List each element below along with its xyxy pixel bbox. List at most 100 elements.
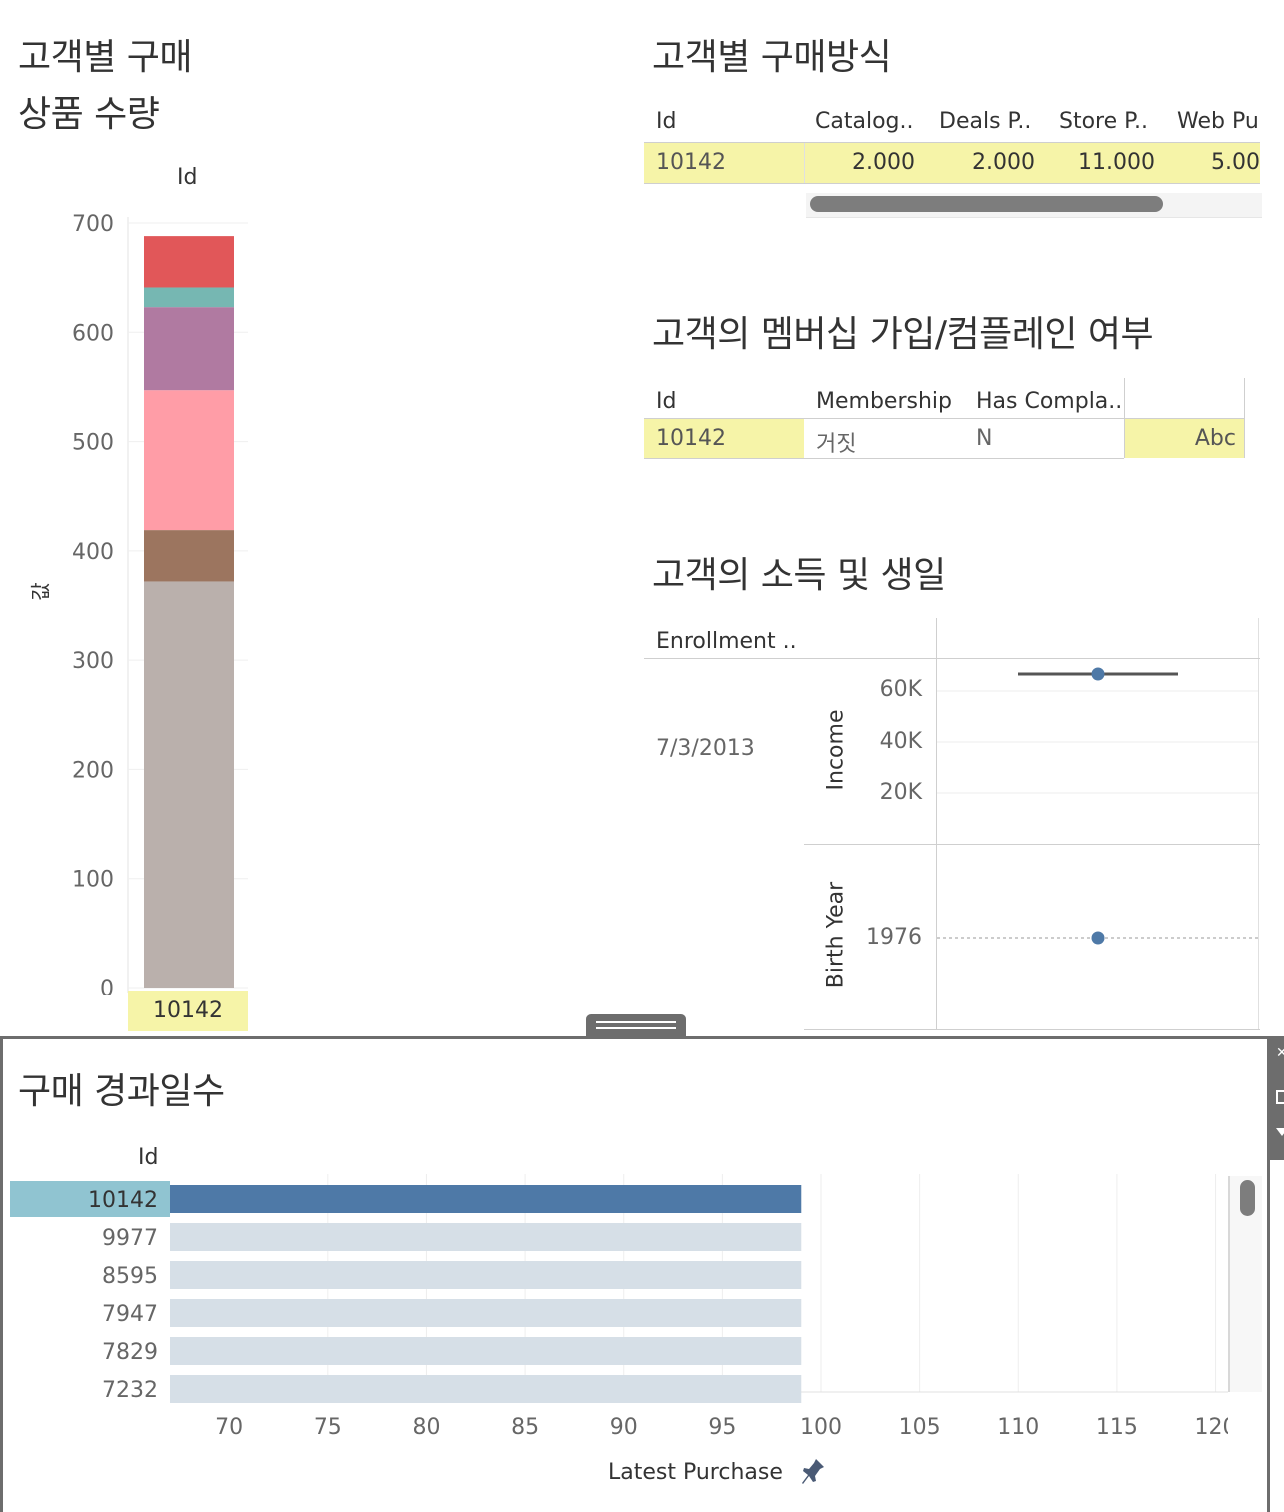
stacked-segment-4 — [144, 307, 234, 391]
mb-cell-complain: N — [976, 426, 993, 451]
elapsed-row-label-9977: 9977 — [102, 1226, 158, 1251]
elapsed-x-tick-100: 100 — [800, 1415, 842, 1440]
elapsed-row-label-8595: 8595 — [102, 1264, 158, 1289]
income-birth-title: 고객의 소득 및 생일 — [652, 555, 946, 596]
elapsed-axis-title: Latest Purchase — [608, 1460, 783, 1485]
pm-header-store: Store P.. — [1059, 109, 1148, 134]
elapsed-bar-10142 — [170, 1185, 802, 1213]
pm-header-deals: Deals P.. — [939, 109, 1032, 134]
ib-income-tick-60k: 60K — [879, 677, 922, 702]
dropdown-arrow-icon[interactable] — [1276, 1128, 1284, 1136]
membership-title: 고객의 멤버십 가입/컴플레인 여부 — [652, 314, 1154, 355]
mb-id-highlight[interactable] — [644, 419, 804, 458]
mb-header-id: Id — [656, 389, 677, 414]
elapsed-vertical-scrollbar[interactable] — [1240, 1180, 1255, 1216]
pm-bottom-divider — [644, 183, 1260, 184]
stacked-segment-1 — [144, 581, 234, 988]
pm-cell-id: 10142 — [656, 150, 726, 175]
ib-birth-year-label: Birth Year — [823, 881, 849, 989]
elapsed-row-label-7947: 7947 — [102, 1302, 158, 1327]
elapsed-bar-9977 — [170, 1223, 802, 1251]
stacked-y-tick-200: 200 — [72, 758, 114, 783]
elapsed-row-label-7829: 7829 — [102, 1340, 158, 1365]
pm-cell-catalog: 2.000 — [852, 150, 915, 175]
stacked-bar-chart: 0 100 200 300 400 500 600 700 — [72, 212, 248, 995]
ib-enrollment-date: 7/3/2013 — [656, 736, 755, 761]
mb-cell-membership: 거짓 — [816, 432, 857, 457]
stacked-y-tick-100: 100 — [72, 868, 114, 893]
elapsed-x-tick-75: 75 — [314, 1415, 342, 1440]
ib-income-label: Income — [823, 709, 849, 791]
resize-icon[interactable] — [1276, 1090, 1284, 1104]
stacked-segment-6 — [144, 236, 234, 288]
stacked-y-tick-500: 500 — [72, 431, 114, 456]
stacked-title-line2: 상품 수량 — [18, 94, 160, 135]
close-icon[interactable]: ✕ — [1276, 1045, 1284, 1061]
ib-birth-tick-1976: 1976 — [866, 925, 922, 950]
ib-vertical-divider — [936, 618, 937, 1030]
elapsed-x-tick-105: 105 — [899, 1415, 941, 1440]
mb-header-membership: Membership — [816, 389, 952, 414]
elapsed-row-highlight-10142 — [10, 1181, 170, 1217]
pm-header-catalog: Catalog.. — [815, 109, 914, 134]
ib-panel-divider — [804, 844, 1260, 845]
stacked-y-tick-300: 300 — [72, 649, 114, 674]
income-point[interactable] — [1091, 667, 1105, 681]
mb-bottom-divider — [644, 458, 1124, 459]
panel-resize-handle[interactable] — [586, 1014, 686, 1038]
stacked-segment-5 — [144, 287, 234, 308]
stacked-id-label[interactable]: 10142 — [128, 991, 248, 1031]
pin-icon[interactable] — [800, 1457, 826, 1487]
stacked-y-tick-700: 700 — [72, 212, 114, 237]
elapsed-bar-chart: 70 75 80 85 90 95 100 105 110 115 120 10142 9977 8595… — [10, 1174, 1228, 1440]
elapsed-x-tick-70: 70 — [215, 1415, 243, 1440]
mb-header-divider — [644, 418, 1244, 419]
purchase-method-title: 고객별 구매방식 — [652, 37, 892, 78]
handle-grip-line-1 — [596, 1021, 676, 1023]
pm-header-divider — [644, 142, 1260, 143]
elapsed-x-tick-85: 85 — [511, 1415, 539, 1440]
stacked-column-header: Id — [177, 165, 198, 190]
mb-header-complain: Has Compla.. — [976, 389, 1123, 414]
ib-header-divider — [644, 658, 1260, 659]
elapsed-bar-7829 — [170, 1337, 802, 1365]
ib-income-tick-20k: 20K — [879, 780, 922, 805]
mb-abc-highlight[interactable] — [1125, 419, 1244, 458]
ib-income-tick-40k: 40K — [879, 729, 922, 754]
stacked-y-tick-600: 600 — [72, 321, 114, 346]
pm-row-highlight[interactable] — [644, 143, 1260, 183]
elapsed-title: 구매 경과일수 — [18, 1071, 225, 1112]
stacked-title-line1: 고객별 구매 — [18, 37, 193, 78]
elapsed-x-tick-90: 90 — [610, 1415, 638, 1440]
elapsed-row-label-7232: 7232 — [102, 1378, 158, 1403]
elapsed-row-label-10142: 10142 — [88, 1188, 158, 1213]
stacked-segment-2 — [144, 530, 234, 582]
mb-cell-id: 10142 — [656, 426, 726, 451]
stacked-segment-3 — [144, 390, 234, 531]
pm-column-divider — [804, 143, 805, 183]
elapsed-bar-7947 — [170, 1299, 802, 1327]
elapsed-id-header: Id — [138, 1145, 159, 1170]
pm-cell-store: 11.000 — [1078, 150, 1155, 175]
elapsed-x-tick-120: 120 — [1195, 1415, 1228, 1440]
pm-header-web: Web Pu — [1177, 109, 1259, 134]
stacked-y-tick-0: 0 — [100, 977, 114, 995]
mb-divider-right — [1244, 378, 1245, 458]
pm-header-id: Id — [656, 109, 677, 134]
pm-horizontal-scrollbar[interactable] — [810, 196, 1163, 212]
elapsed-x-tick-110: 110 — [997, 1415, 1039, 1440]
stacked-y-tick-400: 400 — [72, 540, 114, 565]
elapsed-bar-8595 — [170, 1261, 802, 1289]
birth-year-point[interactable] — [1091, 931, 1105, 945]
pm-cell-web: 5.00 — [1211, 150, 1260, 175]
ib-header-enrollment: Enrollment .. — [656, 629, 797, 654]
handle-grip-line-2 — [596, 1027, 676, 1029]
ib-right-border — [1258, 618, 1259, 1030]
mb-cell-abc: Abc — [1194, 426, 1236, 451]
panel-side-toolbar[interactable]: ✕ — [1270, 1036, 1284, 1160]
elapsed-x-tick-80: 80 — [412, 1415, 440, 1440]
ib-bottom-divider — [804, 1029, 1260, 1030]
elapsed-x-tick-115: 115 — [1096, 1415, 1138, 1440]
income-birth-plot — [937, 667, 1258, 945]
elapsed-bar-7232 — [170, 1375, 802, 1403]
